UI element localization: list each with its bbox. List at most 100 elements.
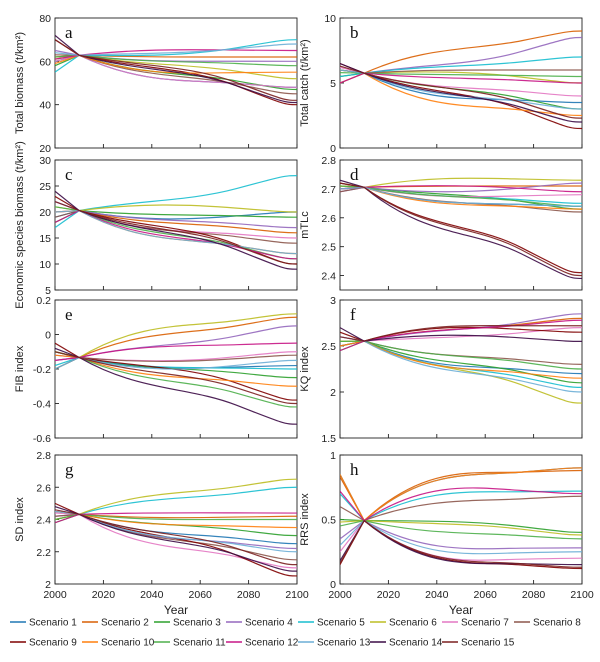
series-line-12 [340, 319, 582, 352]
x-tick-label: 2100 [285, 589, 309, 601]
legend-entry: Scenario 14 [389, 638, 443, 649]
panel-f: 1.5 2 2.5 3 KQ index f [299, 295, 583, 445]
panel-a: 20 40 60 80 Total biomass (t/km²) a [14, 13, 298, 155]
series-line-12 [55, 512, 297, 524]
y-tick-label: 2.5 [321, 341, 336, 353]
legend-entry: Scenario 11 [173, 638, 226, 649]
series-line-14 [55, 190, 297, 270]
series-line-15 [340, 182, 582, 277]
legend-entry: Scenario 8 [533, 618, 581, 629]
series-line-13 [340, 519, 582, 555]
y-tick-label: 2.8 [36, 450, 51, 462]
series-line-9 [340, 326, 582, 342]
series-line-14 [340, 179, 582, 280]
y-axis-label: FIB index [14, 345, 26, 392]
panel-letter: f [350, 305, 356, 324]
legend-entry: Scenario 9 [29, 638, 77, 649]
series-line-13 [55, 210, 297, 255]
y-tick-label: 60 [39, 56, 51, 68]
x-tick-label: 2000 [328, 589, 352, 601]
series-line-7 [55, 512, 297, 569]
series-line-9 [55, 342, 297, 401]
y-tick-label: 20 [39, 207, 51, 219]
x-tick-label: 2020 [92, 589, 116, 601]
series-line-12 [55, 209, 297, 260]
y-tick-label: 20 [39, 143, 51, 155]
y-tick-label: 5 [45, 285, 51, 297]
x-tick-label: 2060 [474, 589, 498, 601]
series-line-15 [340, 519, 582, 568]
y-tick-label: -0.6 [33, 433, 51, 445]
series-line-4 [340, 519, 582, 550]
series-line-5 [55, 356, 297, 370]
series-line-5 [340, 56, 582, 78]
legend-entry: Scenario 1 [29, 618, 77, 629]
y-tick-label: 15 [39, 233, 51, 245]
series-line-11 [55, 54, 297, 67]
series-line-5 [55, 175, 297, 229]
legend-entry: Scenario 5 [317, 618, 365, 629]
panel-letter: c [65, 165, 73, 184]
y-tick-label: 80 [39, 13, 51, 25]
series-line-10 [340, 340, 582, 379]
series-line-6 [340, 520, 582, 536]
series-line-14 [55, 34, 297, 104]
y-tick-label: 2.2 [36, 547, 51, 559]
y-tick-label: 2.4 [321, 271, 336, 283]
series-line-13 [340, 69, 582, 110]
series-line-12 [55, 342, 297, 361]
y-tick-label: 2.5 [321, 242, 336, 254]
legend-entry: Scenario 15 [461, 638, 515, 649]
y-axis-label: Total biomass (t/km²) [14, 32, 26, 134]
legend: Scenario 1 Scenario 2 Scenario 3 Scenario 4… [10, 618, 581, 649]
series-line-11 [340, 520, 582, 540]
series-line-14 [340, 327, 582, 342]
series-line-14 [55, 347, 297, 425]
y-tick-label: 30 [39, 155, 51, 167]
series-line-13 [340, 186, 582, 207]
series-line-13 [55, 356, 297, 370]
series-line-5 [55, 39, 297, 73]
series-line-15 [55, 351, 297, 405]
y-tick-label: 10 [324, 13, 336, 25]
plot-area [339, 159, 583, 291]
series-line-15 [340, 324, 582, 342]
series-line-13 [55, 43, 297, 56]
series-line-14 [340, 62, 582, 123]
panel-c: 5 10 15 20 25 30 Economic species biomass (t/k… [14, 141, 298, 309]
legend-entry: Scenario 7 [461, 618, 509, 629]
series-line-2 [340, 30, 582, 74]
y-tick-label: 0 [330, 143, 336, 155]
y-axis-label: SD index [14, 497, 26, 542]
x-axis-label: Year [164, 603, 188, 617]
series-line-15 [55, 201, 297, 265]
y-tick-label: 10 [39, 259, 51, 271]
y-tick-label: 25 [39, 181, 51, 193]
panel-letter: b [350, 23, 359, 42]
series-line-8 [55, 209, 297, 244]
y-tick-label: 40 [39, 100, 51, 112]
panel-b: 0 5 10 Total catch (t/km²) b [299, 13, 583, 155]
y-axis-label: Economic species biomass (t/km²) [14, 141, 26, 309]
y-tick-label: 2.8 [321, 155, 336, 167]
panel-g: 2 2.2 2.4 2.6 2.8 2000 2020 2040 2060 2080 2100 Yea… [14, 450, 309, 617]
x-tick-label: 2060 [189, 589, 213, 601]
legend-entry: Scenario 4 [245, 618, 293, 629]
legend-entry: Scenario 12 [245, 638, 299, 649]
y-tick-label: 2.6 [36, 482, 51, 494]
y-axis-label: mTLc [299, 211, 311, 239]
panel-d: 2.4 2.5 2.6 2.7 2.8 mTLc d [299, 155, 583, 291]
x-tick-label: 2040 [140, 589, 164, 601]
series-line-2 [55, 316, 297, 359]
plot-area [339, 17, 583, 149]
x-tick-label: 2100 [570, 589, 594, 601]
y-tick-label: 3 [330, 295, 336, 307]
legend-entry: Scenario 10 [101, 638, 155, 649]
series-line-7 [55, 54, 297, 88]
panel-letter: e [65, 305, 73, 324]
series-line-11 [340, 340, 582, 370]
x-tick-label: 2040 [425, 589, 449, 601]
y-tick-label: 5 [330, 78, 336, 90]
x-tick-label: 2080 [522, 589, 546, 601]
y-tick-label: 1.5 [321, 433, 336, 445]
